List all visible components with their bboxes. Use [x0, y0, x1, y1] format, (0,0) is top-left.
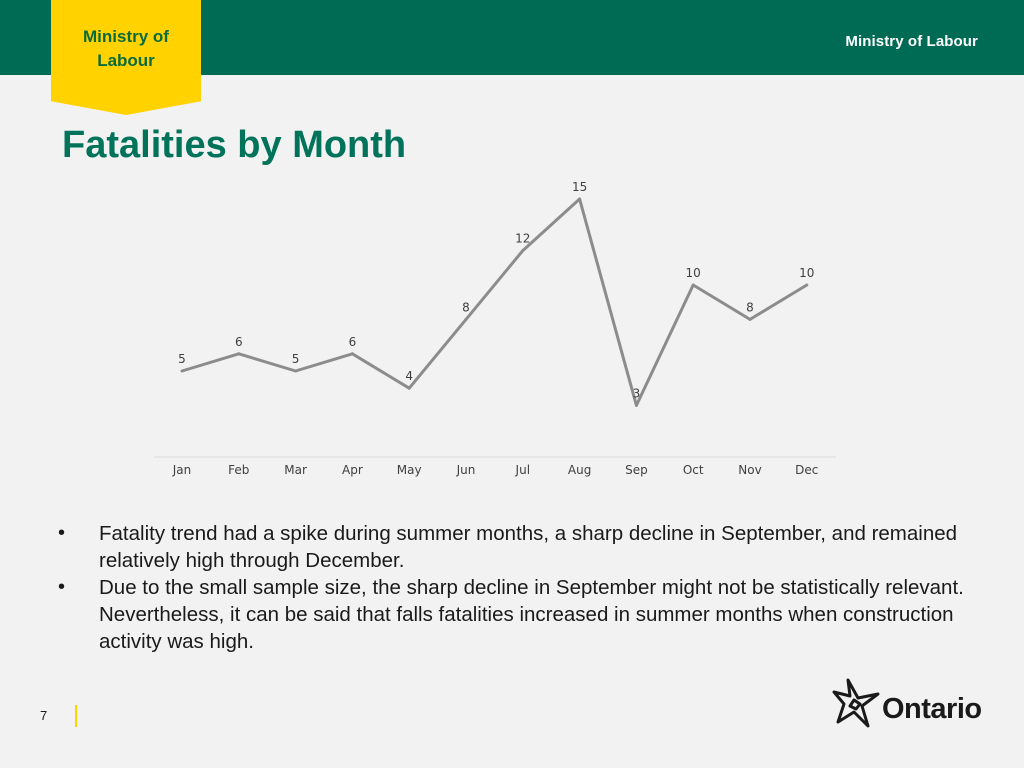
data-label: 5 — [292, 352, 300, 366]
trillium-icon — [832, 678, 880, 728]
bullet-item: Fatality trend had a spike during summer… — [58, 520, 978, 574]
data-point — [294, 369, 298, 373]
data-point — [634, 403, 638, 407]
x-tick-label: Sep — [625, 463, 648, 477]
page-title: Fatalities by Month — [62, 124, 407, 166]
data-label: 10 — [686, 266, 701, 280]
bullet-list: Fatality trend had a spike during summer… — [58, 520, 978, 655]
data-label: 15 — [572, 180, 587, 194]
data-point — [180, 369, 184, 373]
data-label: 12 — [515, 232, 530, 246]
x-tick-label: Jun — [456, 463, 476, 477]
data-point — [691, 283, 695, 287]
plot-area: 5 6 5 6 4 8 12 15 3 10 8 10 Jan Feb Mar Apr May Jun Jul Aug… — [172, 180, 819, 477]
x-tick-label: Jan — [172, 463, 192, 477]
ministry-tab-text: Ministry of Labour — [83, 27, 169, 70]
data-label: 8 — [746, 300, 754, 314]
ontario-wordmark: Ontario — [882, 693, 982, 725]
x-tick-label: May — [397, 463, 422, 477]
data-label: 6 — [235, 335, 243, 349]
data-point — [464, 317, 468, 321]
x-tick-label: Mar — [284, 463, 307, 477]
data-label: 5 — [178, 352, 186, 366]
data-label: 8 — [462, 300, 470, 314]
data-point — [578, 197, 582, 201]
data-label: 3 — [633, 386, 641, 400]
x-tick-label: Dec — [795, 463, 818, 477]
series-line — [181, 197, 808, 407]
x-tick-label: Nov — [738, 463, 761, 477]
data-point — [521, 249, 525, 253]
data-point — [805, 283, 809, 287]
page-number: 7 — [40, 708, 48, 723]
data-label: 10 — [799, 266, 814, 280]
bullet-item: Due to the small sample size, the sharp … — [58, 574, 978, 655]
data-point — [748, 317, 752, 321]
x-tick-label: Aug — [568, 463, 591, 477]
ministry-tab: Ministry of Labour — [51, 0, 201, 115]
x-tick-label: Feb — [228, 463, 249, 477]
data-label: 6 — [349, 335, 357, 349]
data-point — [407, 386, 411, 390]
footer-divider — [75, 705, 77, 727]
x-tick-label: Oct — [683, 463, 704, 477]
x-tick-label: Apr — [342, 463, 363, 477]
data-point — [350, 352, 354, 356]
data-point — [237, 352, 241, 356]
x-tick-label: Jul — [515, 463, 530, 477]
header-ministry-label: Ministry of Labour — [845, 33, 978, 50]
data-label: 4 — [405, 369, 413, 383]
